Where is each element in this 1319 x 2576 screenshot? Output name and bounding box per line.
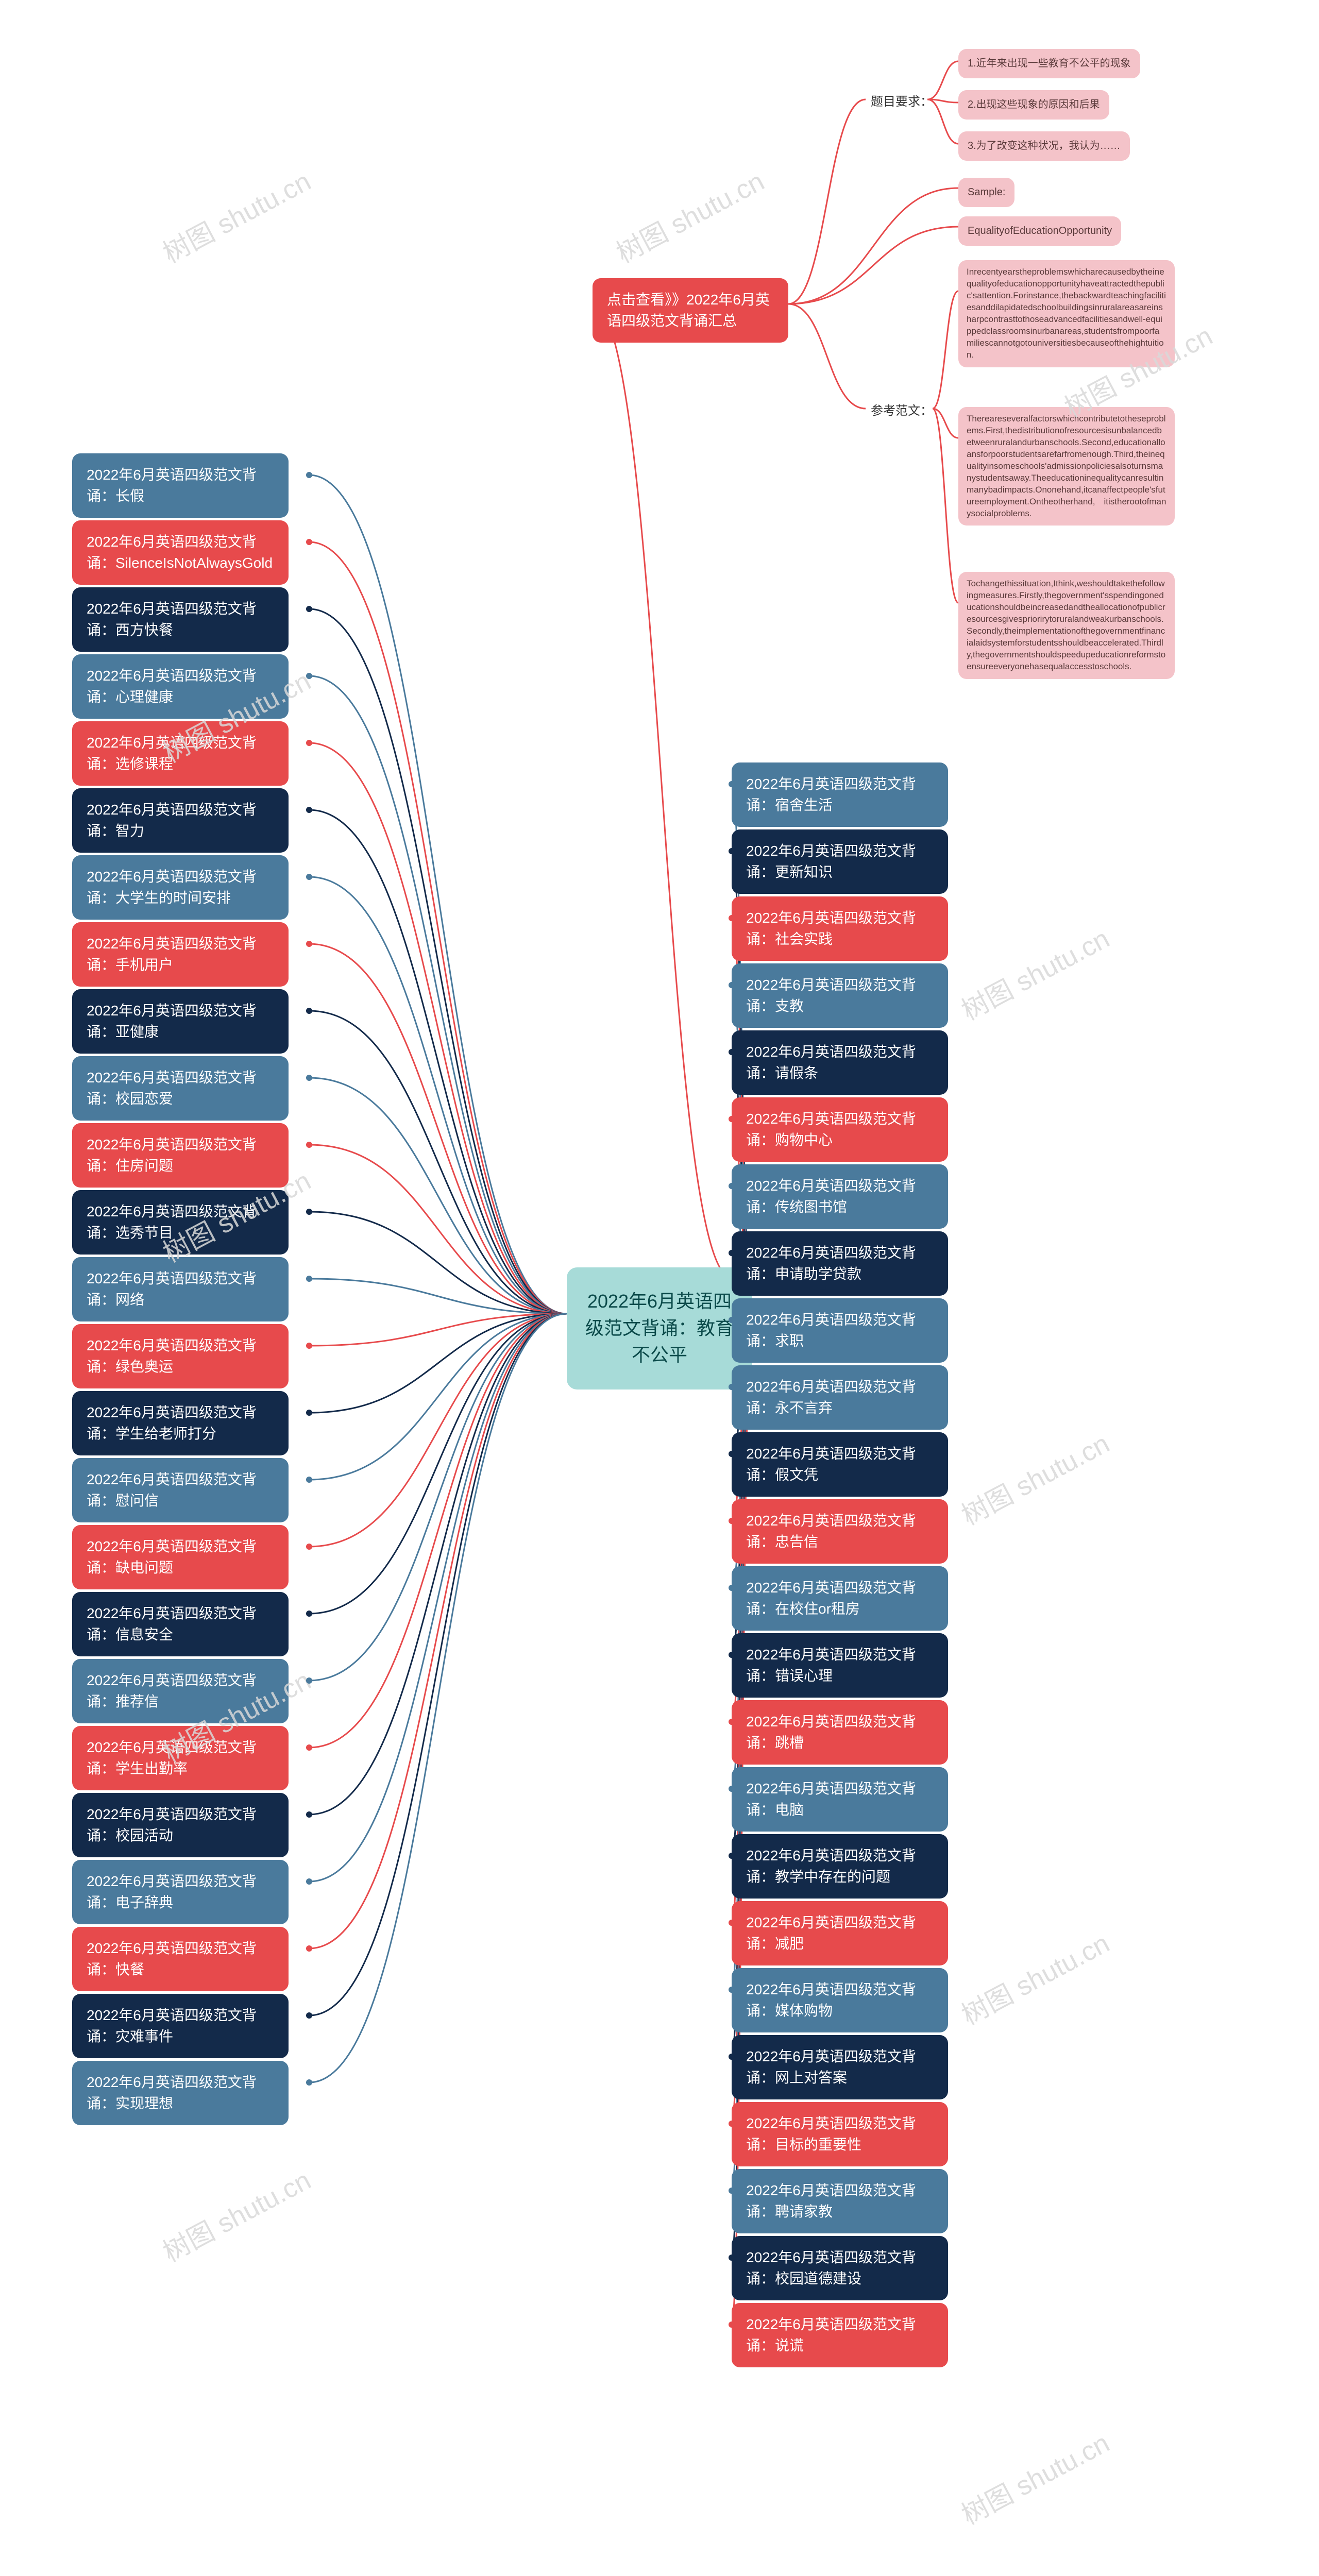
right-topic-node[interactable]: 2022年6月英语四级范文背诵：跳槽 xyxy=(732,1700,948,1765)
watermark: 树图 shutu.cn xyxy=(954,917,1115,1027)
left-topic-node[interactable]: 2022年6月英语四级范文背诵：住房问题 xyxy=(72,1123,289,1188)
watermark: 树图 shutu.cn xyxy=(954,1922,1115,2032)
summary-link-node[interactable]: 点击查看》》2022年6月英语四级范文背诵汇总 xyxy=(593,278,788,343)
sample-label: Sample: xyxy=(958,178,1014,207)
left-topic-node[interactable]: 2022年6月英语四级范文背诵：电子辞典 xyxy=(72,1860,289,1924)
right-topic-node[interactable]: 2022年6月英语四级范文背诵：校园道德建设 xyxy=(732,2236,948,2300)
left-topic-node[interactable]: 2022年6月英语四级范文背诵：西方快餐 xyxy=(72,587,289,652)
right-topic-node[interactable]: 2022年6月英语四级范文背诵：目标的重要性 xyxy=(732,2102,948,2166)
right-topic-node[interactable]: 2022年6月英语四级范文背诵：求职 xyxy=(732,1298,948,1363)
right-topic-node[interactable]: 2022年6月英语四级范文背诵：假文凭 xyxy=(732,1432,948,1497)
left-topic-node[interactable]: 2022年6月英语四级范文背诵：实现理想 xyxy=(72,2061,289,2125)
sample-title: EqualityofEducationOpportunity xyxy=(958,216,1121,246)
right-topic-node[interactable]: 2022年6月英语四级范文背诵：说谎 xyxy=(732,2303,948,2367)
left-topic-node[interactable]: 2022年6月英语四级范文背诵：学生给老师打分 xyxy=(72,1391,289,1455)
mindmap-center-node: 2022年6月英语四级范文背诵：教育不公平 xyxy=(567,1267,752,1389)
watermark: 树图 shutu.cn xyxy=(954,1422,1115,1532)
right-topic-node[interactable]: 2022年6月英语四级范文背诵：忠告信 xyxy=(732,1499,948,1564)
watermark: 树图 shutu.cn xyxy=(954,2421,1115,2532)
right-topic-node[interactable]: 2022年6月英语四级范文背诵：永不言弃 xyxy=(732,1365,948,1430)
right-topic-node[interactable]: 2022年6月英语四级范文背诵：电脑 xyxy=(732,1767,948,1832)
requirement-item: 2.出现这些现象的原因和后果 xyxy=(958,90,1109,120)
right-topic-node[interactable]: 2022年6月英语四级范文背诵：传统图书馆 xyxy=(732,1164,948,1229)
right-topic-node[interactable]: 2022年6月英语四级范文背诵：申请助学贷款 xyxy=(732,1231,948,1296)
right-topic-node[interactable]: 2022年6月英语四级范文背诵：支教 xyxy=(732,963,948,1028)
left-topic-node[interactable]: 2022年6月英语四级范文背诵：SilenceIsNotAlwaysGold xyxy=(72,520,289,585)
reference-paragraph: Inrecentyearstheproblemswhicharecausedby… xyxy=(958,260,1175,367)
left-topic-node[interactable]: 2022年6月英语四级范文背诵：校园恋爱 xyxy=(72,1056,289,1121)
right-topic-node[interactable]: 2022年6月英语四级范文背诵：更新知识 xyxy=(732,829,948,894)
left-topic-node[interactable]: 2022年6月英语四级范文背诵：亚健康 xyxy=(72,989,289,1054)
center-text: 2022年6月英语四级范文背诵：教育不公平 xyxy=(585,1291,734,1365)
left-topic-node[interactable]: 2022年6月英语四级范文背诵：大学生的时间安排 xyxy=(72,855,289,920)
left-topic-node[interactable]: 2022年6月英语四级范文背诵：选修课程 xyxy=(72,721,289,786)
left-topic-node[interactable]: 2022年6月英语四级范文背诵：智力 xyxy=(72,788,289,853)
left-topic-node[interactable]: 2022年6月英语四级范文背诵：心理健康 xyxy=(72,654,289,719)
left-topic-node[interactable]: 2022年6月英语四级范文背诵：网络 xyxy=(72,1257,289,1321)
left-topic-node[interactable]: 2022年6月英语四级范文背诵：长假 xyxy=(72,453,289,518)
right-topic-node[interactable]: 2022年6月英语四级范文背诵：在校住or租房 xyxy=(732,1566,948,1631)
requirements-label: 题目要求： xyxy=(866,90,938,114)
right-topic-node[interactable]: 2022年6月英语四级范文背诵：错误心理 xyxy=(732,1633,948,1698)
right-topic-node[interactable]: 2022年6月英语四级范文背诵：宿舍生活 xyxy=(732,762,948,827)
requirement-item: 1.近年来出现一些教育不公平的现象 xyxy=(958,49,1140,78)
reference-paragraph: Thereareseveralfactorswhichcontributetot… xyxy=(958,407,1175,526)
right-topic-node[interactable]: 2022年6月英语四级范文背诵：教学中存在的问题 xyxy=(732,1834,948,1899)
left-topic-node[interactable]: 2022年6月英语四级范文背诵：学生出勤率 xyxy=(72,1726,289,1790)
left-topic-node[interactable]: 2022年6月英语四级范文背诵：快餐 xyxy=(72,1927,289,1991)
left-topic-node[interactable]: 2022年6月英语四级范文背诵：校园活动 xyxy=(72,1793,289,1857)
left-topic-node[interactable]: 2022年6月英语四级范文背诵：手机用户 xyxy=(72,922,289,987)
watermark: 树图 shutu.cn xyxy=(155,160,316,270)
watermark: 树图 shutu.cn xyxy=(608,160,770,270)
left-topic-node[interactable]: 2022年6月英语四级范文背诵：绿色奥运 xyxy=(72,1324,289,1388)
left-topic-node[interactable]: 2022年6月英语四级范文背诵：推荐信 xyxy=(72,1659,289,1723)
right-topic-node[interactable]: 2022年6月英语四级范文背诵：请假条 xyxy=(732,1030,948,1095)
summary-link-text: 点击查看》》2022年6月英语四级范文背诵汇总 xyxy=(607,292,770,329)
right-topic-node[interactable]: 2022年6月英语四级范文背诵：减肥 xyxy=(732,1901,948,1965)
right-topic-node[interactable]: 2022年6月英语四级范文背诵：媒体购物 xyxy=(732,1968,948,2032)
left-topic-node[interactable]: 2022年6月英语四级范文背诵：缺电问题 xyxy=(72,1525,289,1589)
right-topic-node[interactable]: 2022年6月英语四级范文背诵：社会实践 xyxy=(732,896,948,961)
left-topic-node[interactable]: 2022年6月英语四级范文背诵：选秀节目 xyxy=(72,1190,289,1255)
right-topic-node[interactable]: 2022年6月英语四级范文背诵：聘请家教 xyxy=(732,2169,948,2233)
watermark: 树图 shutu.cn xyxy=(155,2159,316,2269)
requirement-item: 3.为了改变这种状况，我认为…… xyxy=(958,131,1130,161)
reference-label: 参考范文： xyxy=(866,399,938,423)
right-topic-node[interactable]: 2022年6月英语四级范文背诵：网上对答案 xyxy=(732,2035,948,2099)
reference-paragraph: Tochangethissituation,Ithink,weshouldtak… xyxy=(958,572,1175,679)
left-topic-node[interactable]: 2022年6月英语四级范文背诵：信息安全 xyxy=(72,1592,289,1656)
left-topic-node[interactable]: 2022年6月英语四级范文背诵：灾难事件 xyxy=(72,1994,289,2058)
right-topic-node[interactable]: 2022年6月英语四级范文背诵：购物中心 xyxy=(732,1097,948,1162)
left-topic-node[interactable]: 2022年6月英语四级范文背诵：慰问信 xyxy=(72,1458,289,1522)
